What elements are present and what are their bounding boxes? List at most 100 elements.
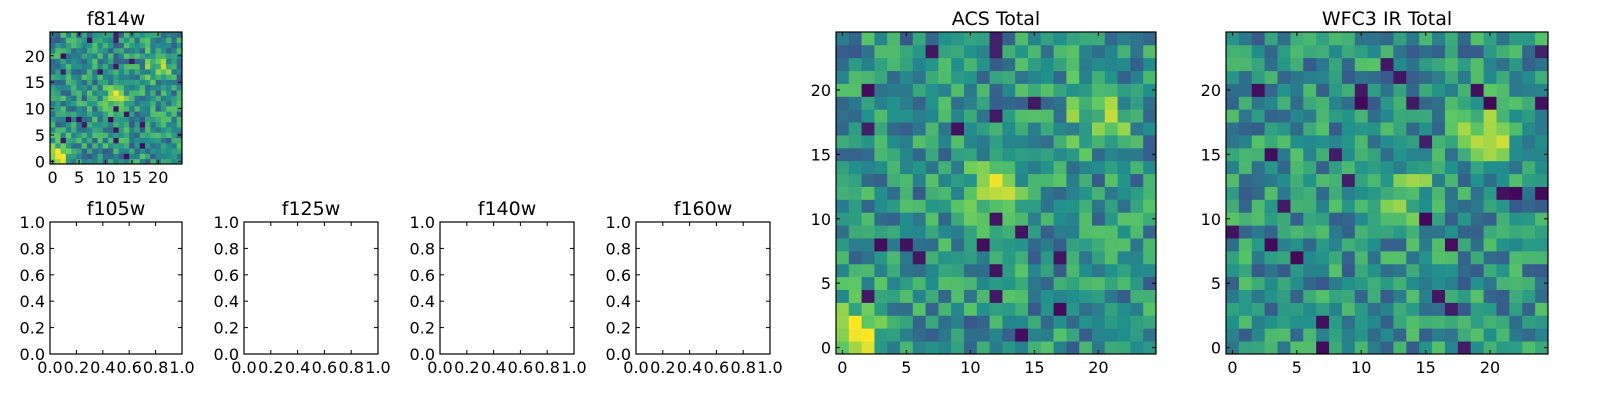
heatmap-cell: [60, 142, 67, 149]
heatmap-cell: [1380, 263, 1394, 278]
heatmap-cell: [60, 153, 67, 160]
heatmap-cell: [1496, 96, 1510, 110]
heatmap-cell: [1393, 135, 1407, 149]
heatmap-cell: [1522, 289, 1536, 303]
heatmap-cell: [1303, 32, 1317, 46]
heatmap-cell: [1079, 289, 1093, 303]
heatmap-cell: [171, 95, 178, 102]
heatmap-cell: [1053, 160, 1067, 175]
heatmap-cell: [171, 132, 178, 138]
heatmap-cell: [1535, 147, 1549, 162]
heatmap-cell: [1277, 212, 1291, 226]
heatmap-cell: [1290, 302, 1304, 316]
heatmap-cell: [71, 158, 77, 165]
heatmap-cell: [1457, 276, 1472, 290]
heatmap-cell: [1432, 199, 1446, 213]
heatmap-cell: [155, 42, 162, 49]
heatmap-cell: [938, 147, 952, 162]
heatmap-cell: [171, 100, 178, 107]
heatmap-cell: [1341, 289, 1356, 303]
heatmap-cell: [1104, 263, 1118, 278]
heatmap-cell: [118, 74, 125, 80]
heatmap-cell: [1117, 96, 1131, 110]
heatmap-cell: [938, 263, 952, 278]
heatmap-cell: [1406, 135, 1420, 149]
heatmap-cell: [81, 79, 88, 86]
heatmap-cell: [55, 158, 61, 165]
heatmap-cell: [123, 32, 130, 38]
heatmap-cell: [1053, 186, 1067, 200]
heatmap-cell: [1290, 96, 1304, 110]
heatmap-cell: [155, 53, 162, 59]
y-tick-label: 5: [1211, 274, 1221, 293]
heatmap-cell: [1432, 276, 1446, 290]
heatmap-cell: [836, 32, 850, 46]
x-tick-label: 0.4: [90, 358, 115, 377]
heatmap-cell: [150, 53, 156, 59]
heatmap-cell: [1367, 96, 1381, 110]
heatmap-cell: [92, 42, 98, 49]
heatmap-cell: [887, 212, 901, 226]
heatmap-cell: [1066, 225, 1080, 239]
heatmap-cell: [55, 63, 61, 70]
heatmap-cell: [1406, 276, 1420, 290]
heatmap-cell: [1354, 225, 1369, 239]
heatmap-cell: [118, 53, 125, 59]
heatmap-cell: [92, 74, 98, 80]
heatmap-cell: [97, 158, 104, 165]
heatmap-cell: [1053, 328, 1067, 342]
heatmap-cell: [108, 47, 114, 54]
heatmap-cell: [1290, 83, 1304, 97]
heatmap-cell: [1367, 199, 1381, 213]
heatmap-cell: [60, 158, 67, 165]
heatmap-cell: [108, 137, 114, 144]
heatmap-cell: [118, 47, 125, 54]
heatmap-cell: [166, 116, 172, 123]
heatmap-cell: [129, 58, 135, 65]
heatmap-cell: [81, 142, 88, 149]
heatmap-cell: [1143, 186, 1157, 200]
heatmap-cell: [166, 100, 172, 107]
heatmap-cell: [1117, 83, 1131, 97]
heatmap-cell: [1238, 83, 1253, 97]
heatmap-cell: [1290, 32, 1304, 46]
heatmap-cell: [134, 68, 141, 75]
heatmap-cell: [1406, 302, 1420, 316]
heatmap-cell: [1092, 147, 1106, 162]
heatmap-cell: [1277, 263, 1291, 278]
heatmap-cell: [1251, 96, 1266, 110]
heatmap-cell: [97, 95, 104, 102]
heatmap-cell: [1264, 96, 1278, 110]
heatmap-cell: [81, 84, 88, 91]
heatmap-cell: [989, 135, 1003, 149]
heatmap-cell: [102, 47, 109, 54]
heatmap-cell: [1380, 199, 1394, 213]
heatmap-cell: [938, 289, 952, 303]
heatmap-cell: [1104, 83, 1118, 97]
heatmap-cell: [139, 142, 146, 149]
heatmap-cell: [1367, 315, 1381, 329]
heatmap-cell: [1367, 341, 1381, 355]
heatmap-cell: [1496, 122, 1510, 136]
heatmap-cell: [1535, 135, 1549, 149]
heatmap-cell: [176, 116, 183, 123]
heatmap-cell: [55, 111, 61, 117]
heatmap-cell: [145, 37, 151, 43]
heatmap-cell: [1393, 212, 1407, 226]
heatmap-cell: [1329, 276, 1343, 290]
heatmap-cell: [925, 263, 939, 278]
heatmap-cell: [145, 116, 151, 123]
heatmap-cell: [1002, 276, 1016, 290]
heatmap-cell: [176, 111, 183, 117]
heatmap-cell: [123, 37, 130, 43]
heatmap-cell: [129, 74, 135, 80]
y-tick-label: 0.8: [214, 239, 239, 258]
heatmap-cell: [1264, 250, 1278, 265]
heatmap-cell: [1015, 315, 1029, 329]
heatmap-cell: [1341, 250, 1356, 265]
heatmap-cell: [86, 37, 93, 43]
heatmap-cell: [836, 328, 850, 342]
heatmap-cell: [1354, 147, 1369, 162]
